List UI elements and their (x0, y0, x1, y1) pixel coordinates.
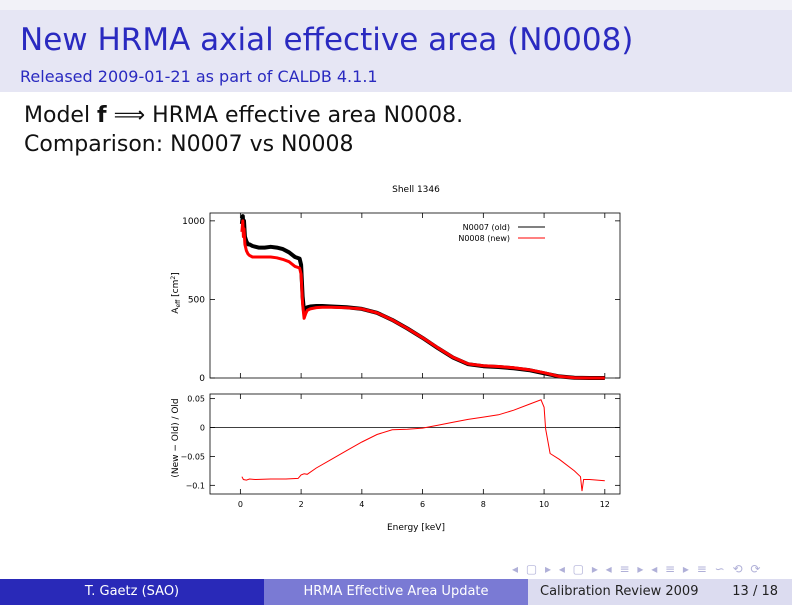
footer-bar: T. Gaetz (SAO) HRMA Effective Area Updat… (0, 579, 792, 605)
residual-y-tick-label: −0.1 (186, 481, 205, 490)
body-line-model: Model f ⟹ HRMA effective area N0008. (24, 103, 463, 128)
series-n0008-new-line (240, 219, 605, 380)
model-prefix: Model (24, 103, 98, 128)
residual-plot-frame (209, 393, 621, 495)
x-tick-label: 2 (299, 500, 304, 509)
main-plot-frame (209, 212, 621, 379)
top-strip (0, 0, 792, 10)
series-n0007-old-line (239, 214, 605, 380)
x-tick-label: 12 (600, 500, 610, 509)
x-tick-label: 4 (359, 500, 364, 509)
implies-arrow: ⟹ (113, 103, 146, 128)
chart-svg: Shell 1346 Energy [keV] Aeff [cm2] (New … (170, 185, 621, 533)
footer-author: T. Gaetz (SAO) (0, 579, 264, 605)
residual-y-axis-label: (New − Old) / Old (171, 398, 181, 477)
beamer-navigation-symbols[interactable]: ◂ ▢ ▸ ◂ ▢ ▸ ◂ ≡ ▸ ◂ ≡ ▸ ≡ ∽ ⟲ ⟳ (512, 562, 763, 576)
main-y-tick-label: 0 (199, 374, 205, 384)
main-y-axis-label: Aeff [cm2] (170, 272, 182, 313)
residual-y-tick-label: 0 (200, 424, 205, 433)
legend-label: N0008 (new) (458, 234, 510, 243)
effective-area-figure: Shell 1346 Energy [keV] Aeff [cm2] (New … (150, 178, 630, 538)
main-y-tick-label: 1000 (182, 217, 205, 227)
legend-label: N0007 (old) (463, 223, 510, 232)
residual-y-tick-label: −0.05 (180, 452, 205, 461)
main-y-tick-label: 500 (188, 295, 205, 305)
model-suffix: HRMA effective area N0008. (145, 103, 464, 128)
footer-page-number: 13 / 18 (732, 584, 778, 599)
body-line-comparison: Comparison: N0007 vs N0008 (24, 132, 354, 157)
x-tick-label: 10 (539, 500, 549, 509)
footer-talk-title: HRMA Effective Area Update (264, 579, 528, 605)
residual-y-tick-label: 0.05 (187, 395, 205, 404)
footer-conference: Calibration Review 2009 (540, 584, 699, 599)
x-tick-label: 6 (420, 500, 425, 509)
title-bar: New HRMA axial effective area (N0008) Re… (0, 10, 792, 92)
chart-title: Shell 1346 (392, 185, 440, 195)
model-symbol: f (97, 103, 107, 128)
slide-subtitle: Released 2009-01-21 as part of CALDB 4.1… (20, 67, 378, 86)
footer-right: Calibration Review 2009 13 / 18 (528, 579, 792, 605)
residual-ratio-line (241, 399, 605, 492)
x-tick-label: 0 (238, 500, 243, 509)
x-tick-label: 8 (481, 500, 486, 509)
x-axis-label: Energy [keV] (387, 523, 445, 533)
slide-title: New HRMA axial effective area (N0008) (20, 22, 634, 58)
